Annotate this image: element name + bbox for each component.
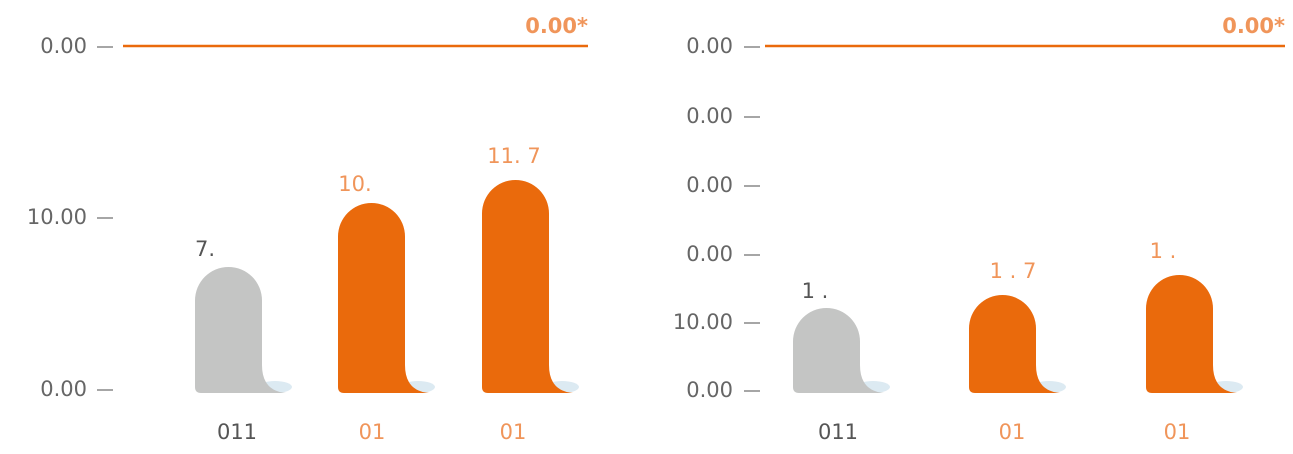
axis-label: 0.00 xyxy=(686,104,733,128)
category-label: 011 xyxy=(217,420,257,444)
category-label: 01 xyxy=(500,420,527,444)
axis-label: 0.00 xyxy=(686,242,733,266)
category-label: 01 xyxy=(1164,420,1191,444)
category-label: 01 xyxy=(999,420,1026,444)
axis-label: 0.00 xyxy=(40,34,87,58)
axis-label: 0.00 xyxy=(40,377,87,401)
axis-label: 10.00 xyxy=(27,205,87,229)
bar-label: 1 . xyxy=(1150,239,1177,263)
bar xyxy=(1146,275,1237,393)
bar-label: 1 . 7 xyxy=(990,259,1037,283)
bar-label: 10. xyxy=(338,172,371,196)
bar-label: 1 . xyxy=(802,279,829,303)
axis-label: 0.00 xyxy=(686,34,733,58)
bar xyxy=(969,295,1060,393)
target-label: 0.00* xyxy=(525,14,588,38)
category-label: 011 xyxy=(818,420,858,444)
category-label: 01 xyxy=(359,420,386,444)
bar xyxy=(195,267,286,393)
bar xyxy=(482,180,573,393)
bar xyxy=(793,308,884,393)
bar-label: 7. xyxy=(195,237,215,261)
axis-label: 0.00 xyxy=(686,378,733,402)
axis-label: 0.00 xyxy=(686,173,733,197)
target-label: 0.00* xyxy=(1222,14,1285,38)
bar xyxy=(338,203,429,393)
axis-label: 10.00 xyxy=(673,310,733,334)
bar-label: 11. 7 xyxy=(487,144,540,168)
